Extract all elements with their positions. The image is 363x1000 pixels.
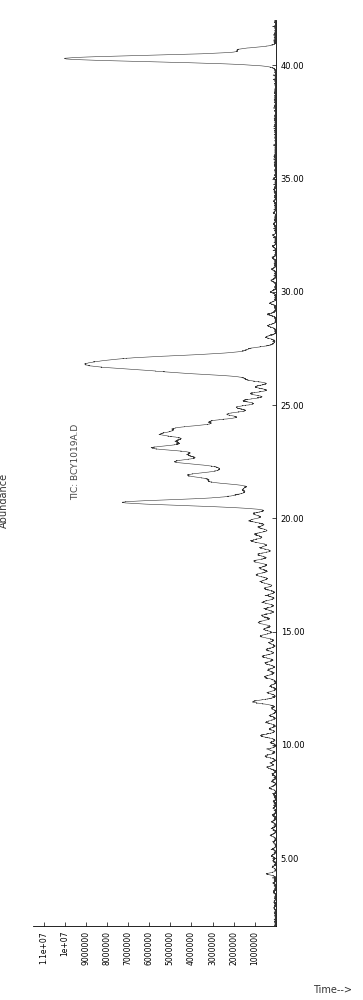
Text: Abundance: Abundance bbox=[0, 472, 9, 528]
Text: TIC: BCY1019A.D: TIC: BCY1019A.D bbox=[71, 424, 80, 500]
Text: Time-->: Time--> bbox=[313, 985, 352, 995]
